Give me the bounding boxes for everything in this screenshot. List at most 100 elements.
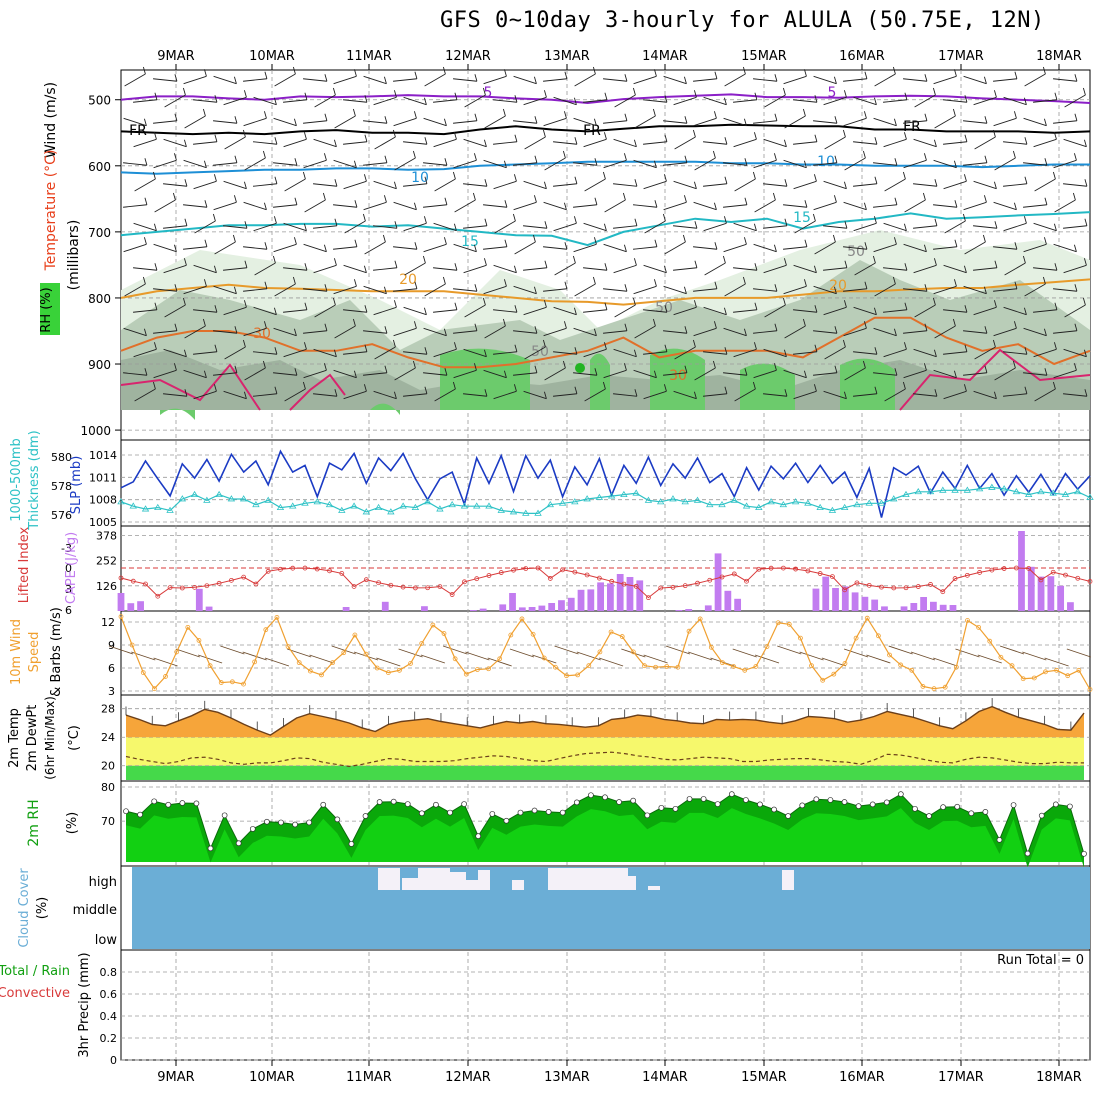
wind-tick-label: 3 <box>108 685 115 698</box>
wind-barb <box>313 138 337 148</box>
thickness-point <box>1037 487 1045 495</box>
wind-barb-flag <box>324 113 328 121</box>
wind10-barb <box>108 645 134 655</box>
temp-line <box>125 705 1085 736</box>
rh-point <box>531 807 538 814</box>
wind-barb-flag <box>293 328 297 336</box>
wind-barb-flag <box>152 381 156 390</box>
wind-barb <box>433 222 457 232</box>
wind10-point <box>586 663 592 669</box>
thickness-point <box>203 496 211 503</box>
wind-barb <box>513 162 537 166</box>
wind-barb-flag <box>863 202 867 210</box>
wind-barb-flag <box>774 74 778 82</box>
wind-barb-flag <box>963 265 967 273</box>
wind10-point <box>965 618 970 623</box>
wind-barb <box>434 178 456 192</box>
wind-barb-flag <box>293 118 297 126</box>
wind-barb-flag <box>1014 281 1018 289</box>
wind-barb <box>513 120 537 124</box>
wind-barb-flag <box>923 153 927 161</box>
wind-barb <box>723 204 747 208</box>
wind10-point <box>564 673 569 679</box>
wind-barb <box>633 159 657 169</box>
wind-barb-flag <box>384 155 388 163</box>
wind-barb <box>363 75 387 85</box>
thickness-tick-label: 578 <box>51 480 72 493</box>
wind-barb <box>613 225 637 229</box>
pressure-tick-label: 1000 <box>80 424 111 438</box>
wind-barb-flag <box>184 389 188 397</box>
thickness-point <box>779 500 788 508</box>
wind-barb <box>273 162 297 166</box>
wind-barb <box>493 99 517 103</box>
wind-barb-flag <box>714 281 718 289</box>
wind-barb <box>313 225 337 229</box>
wind-barb-flag <box>953 370 957 378</box>
wind-barb-flag <box>692 129 696 138</box>
wind-barb <box>703 222 727 232</box>
wind-barb <box>1063 393 1087 397</box>
wind-barb <box>993 288 1017 292</box>
wind-barb <box>943 99 967 103</box>
wind-barb-flag <box>724 176 728 184</box>
lifted-index-point <box>621 581 627 587</box>
wind-barb <box>843 117 867 127</box>
wind-barb-flag <box>564 242 568 250</box>
wind-barb <box>943 309 967 313</box>
wind-barb <box>993 327 1017 337</box>
wind-barb-flag <box>243 300 247 308</box>
rh-point <box>841 799 848 805</box>
wind-barb-flag <box>534 155 538 163</box>
wind-barb-flag <box>513 384 517 392</box>
wind-barb <box>344 220 366 234</box>
wind10-barb <box>665 645 691 655</box>
wind-barb <box>1053 330 1077 334</box>
wind-barb <box>163 183 187 187</box>
wind-barb-flag <box>203 69 207 77</box>
wind-barb-flag <box>653 370 657 378</box>
wind-barb-flag <box>234 116 238 124</box>
cloud-unit-label: (%) <box>35 897 50 920</box>
wind-barb-flag <box>444 158 448 166</box>
wind-barb <box>633 246 657 250</box>
wind-barb <box>393 78 417 82</box>
lifted-index-point <box>228 577 234 583</box>
lifted-index-point <box>462 579 467 585</box>
thickness-point <box>362 508 371 515</box>
thickness-point <box>423 498 432 505</box>
wind-barb <box>434 388 456 402</box>
wind-barb-flag <box>712 150 716 159</box>
thickness-point <box>558 499 567 506</box>
wind-barb-flag <box>592 66 596 75</box>
li-tick-label: 0 <box>65 562 72 575</box>
wind-barb-flag <box>364 305 368 313</box>
wind-barb-flag <box>754 302 758 310</box>
wind-barb <box>343 141 367 145</box>
wind-barb <box>223 180 247 190</box>
wind-barb-flag <box>393 181 397 189</box>
wind-barb-flag <box>204 239 208 247</box>
wind-barb <box>783 204 807 208</box>
wind10-point <box>853 635 859 641</box>
wind-barb-flag <box>294 158 298 166</box>
wind-barb <box>903 78 927 82</box>
cape-bar <box>1067 602 1074 611</box>
wind10-point <box>887 652 892 658</box>
wind-barb <box>244 157 266 171</box>
wind-barb-flag <box>424 386 428 394</box>
wind-barb <box>513 330 537 334</box>
wind10-point <box>430 622 436 628</box>
contour-label: 15 <box>793 210 811 226</box>
wind-barb-flag <box>924 113 928 121</box>
wind-barb <box>284 388 306 402</box>
wind-barb <box>283 99 307 103</box>
wind-barb-flag <box>264 281 268 289</box>
thickness-point <box>313 498 321 505</box>
wind-barb <box>703 141 727 145</box>
wind10-barb <box>999 645 1025 655</box>
wind10-barb <box>799 651 824 661</box>
lifted-index-point <box>682 583 688 589</box>
wind-barb-flag <box>992 129 996 138</box>
wind10-barb <box>465 651 490 661</box>
